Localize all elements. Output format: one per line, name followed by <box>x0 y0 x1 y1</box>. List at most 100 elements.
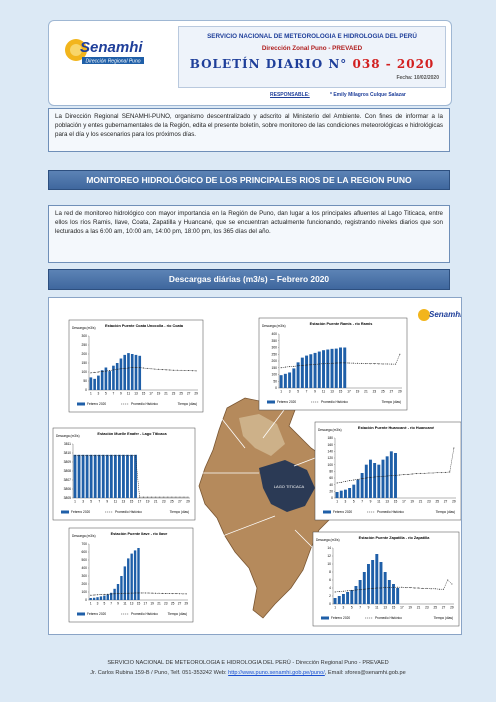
x-tick-label: 23 <box>164 602 168 606</box>
x-tick-label: 27 <box>178 602 182 606</box>
logo-sun-core <box>70 44 82 56</box>
line-point <box>413 587 415 589</box>
line-point <box>82 455 84 457</box>
y-tick-label: 300 <box>81 574 87 578</box>
web-link[interactable]: http://www.puno.senamhi.gob.pe/puno/ <box>228 670 325 676</box>
line-point <box>116 368 118 370</box>
chart-title: Estación Puente Zapatilla - rio Zapatill… <box>359 536 431 540</box>
bar <box>123 566 127 600</box>
line-point <box>105 370 107 372</box>
line-point <box>369 476 371 478</box>
line-point <box>388 587 390 589</box>
bar <box>134 354 138 390</box>
line-point <box>86 455 88 457</box>
bar <box>127 353 130 390</box>
x-tick-label: 3 <box>82 500 84 504</box>
office: Dirección Zonal Puno - PREVAED <box>261 45 363 52</box>
line-point <box>94 455 96 457</box>
x-tick-label: 13 <box>134 392 138 396</box>
line-point <box>430 588 432 590</box>
line-point <box>154 368 156 370</box>
line-point <box>167 496 169 498</box>
logo-graphic: Senamhi Dirección Regional Puno <box>65 39 144 65</box>
line-point <box>365 363 367 365</box>
chart-title: Estación Puente Huancané - rio Huancané <box>358 426 434 430</box>
bar <box>343 489 347 498</box>
line-point <box>440 472 442 474</box>
bar <box>126 454 129 498</box>
line-point <box>331 362 333 364</box>
x-tick-label: 27 <box>442 606 446 610</box>
legend-label: Febrero 2020 <box>333 510 352 514</box>
x-tick-label: 19 <box>146 500 150 504</box>
x-tick-label: 21 <box>419 500 423 504</box>
line-point <box>161 369 163 371</box>
line-point <box>301 364 303 366</box>
x-axis-label: Tiempo (dias) <box>436 510 455 514</box>
chart-title: Estación Muelle Enafer - Lago Titicaca <box>97 432 167 436</box>
bar <box>317 351 321 388</box>
connector <box>293 457 316 467</box>
line-point <box>344 480 346 482</box>
lake <box>259 460 315 512</box>
line-point <box>415 473 417 475</box>
bulletin-title: BOLETÍN DIARIO N° 038 - 2020 <box>179 57 445 71</box>
line-point <box>405 587 407 589</box>
x-tick-label: 17 <box>144 602 148 606</box>
legend-swatch <box>267 400 275 404</box>
y-tick-label: 0 <box>329 602 331 606</box>
bar <box>348 488 352 498</box>
mini-chart: Estación Muelle Enafer - Lago Titicaca De… <box>52 427 196 521</box>
legend-label: Febrero 2020 <box>277 400 296 404</box>
legend-label: Febrero 2020 <box>331 616 350 620</box>
y-tick-label: 200 <box>271 359 277 363</box>
x-tick-label: 29 <box>186 500 190 504</box>
connector <box>190 515 276 549</box>
line-point <box>384 587 386 589</box>
line-point <box>386 363 388 365</box>
bar <box>330 348 334 388</box>
line-point <box>334 591 336 593</box>
x-tick-label: 11 <box>127 392 131 396</box>
bar <box>343 347 347 388</box>
x-tick-label: 27 <box>178 500 182 504</box>
line-point <box>117 593 119 595</box>
y-tick-label: 180 <box>327 436 333 440</box>
bar <box>381 459 385 498</box>
line-point <box>297 365 299 367</box>
title-a: BOLETÍN DIARIO N° <box>189 57 348 71</box>
email: , Email: sfores@senamhi.gob.pe <box>324 670 406 676</box>
x-tick-label: 25 <box>171 602 175 606</box>
line-point <box>420 472 422 474</box>
y-tick-label: 400 <box>271 332 277 336</box>
x-tick-label: 7 <box>113 392 115 396</box>
bar <box>341 594 345 604</box>
x-tick-label: 29 <box>185 602 189 606</box>
line-point <box>436 472 438 474</box>
line-point <box>182 593 184 595</box>
x-tick-label: 7 <box>306 390 308 394</box>
bar <box>396 588 400 604</box>
y-tick-label: 100 <box>81 370 87 374</box>
logo-sub: Dirección Regional Puno <box>85 59 140 65</box>
bar <box>130 454 133 498</box>
x-tick-label: 1 <box>74 500 76 504</box>
line-point <box>344 362 346 364</box>
line-point <box>351 589 353 591</box>
x-tick-label: 9 <box>117 602 119 606</box>
x-tick-label: 29 <box>194 392 198 396</box>
x-tick-label: 1 <box>280 390 282 394</box>
x-tick-label: 23 <box>162 500 166 504</box>
x-tick-label: 21 <box>417 606 421 610</box>
line-point <box>310 364 312 366</box>
header-box: SERVICIO NACIONAL DE METEOROLOGIA E HIDR… <box>178 26 446 88</box>
y-tick-label: 140 <box>327 450 333 454</box>
bar <box>116 584 120 600</box>
line-point <box>126 455 128 457</box>
x-tick-label: 11 <box>123 602 127 606</box>
chart-title: Estación Puente Coata Unocolla - rio Coa… <box>105 324 184 328</box>
line-point <box>327 362 329 364</box>
y-tick-label: 250 <box>81 343 87 347</box>
y-tick-label: 3805 <box>64 496 72 500</box>
